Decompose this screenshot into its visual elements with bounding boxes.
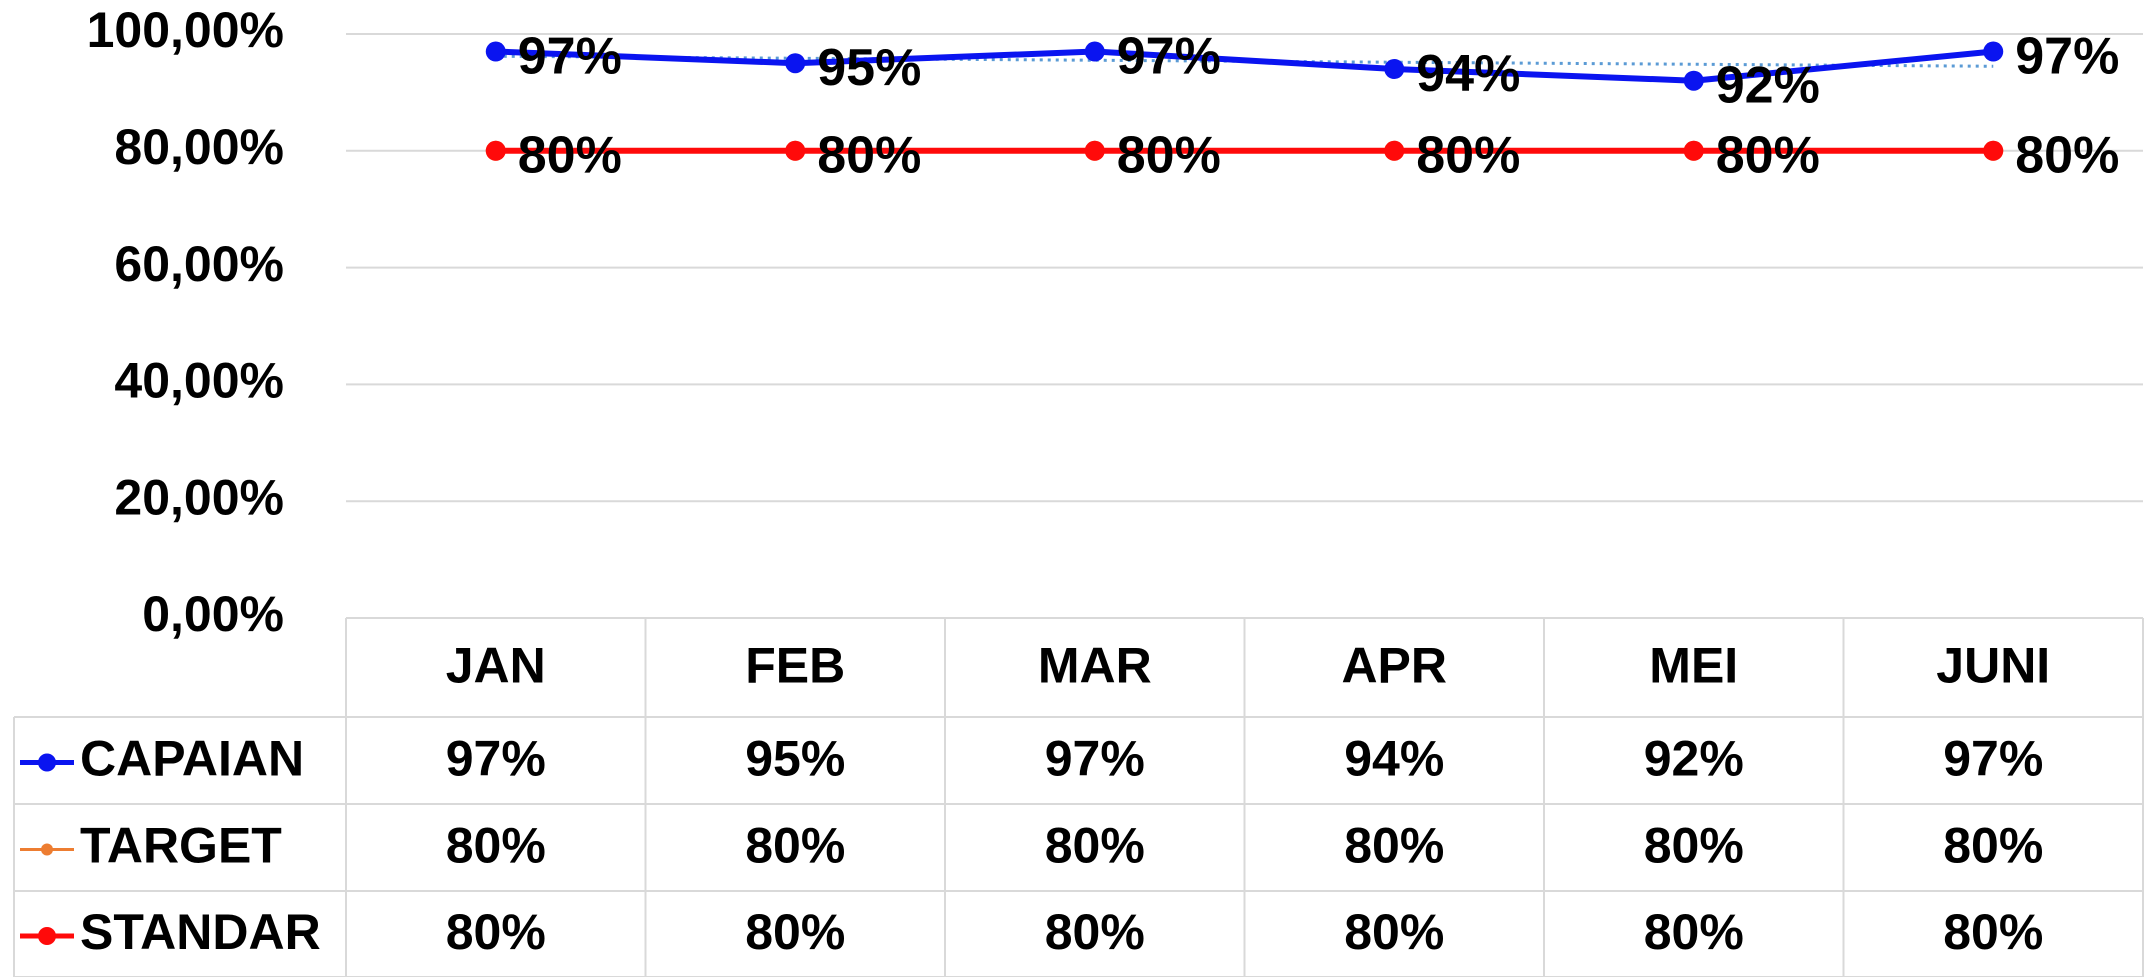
table-cell: 80%: [446, 904, 546, 960]
data-label: 92%: [1716, 56, 1820, 114]
point: [1384, 140, 1405, 161]
data-label: 94%: [1416, 45, 1520, 103]
trendline: [495, 54, 1994, 68]
y-tick-label: 80,00%: [114, 119, 284, 175]
data-label: 97%: [2015, 27, 2119, 85]
point: [485, 140, 506, 161]
y-tick-label: 20,00%: [114, 469, 284, 525]
legend-label: STANDAR: [80, 904, 321, 960]
data-label: 80%: [1716, 127, 1820, 185]
table-cell: 80%: [1045, 818, 1145, 874]
table-cell: 97%: [1045, 731, 1145, 787]
x-tick-label: MAR: [1038, 638, 1152, 694]
data-label: 80%: [2015, 127, 2119, 185]
table-cell: 97%: [446, 731, 546, 787]
legend-label: CAPAIAN: [80, 731, 304, 787]
series-line: [495, 48, 1994, 84]
point: [1983, 140, 2004, 161]
table-cell: 80%: [1644, 818, 1744, 874]
table-cell: 92%: [1644, 731, 1744, 787]
point: [1084, 41, 1105, 62]
x-tick-label: JAN: [446, 638, 546, 694]
point: [1384, 59, 1405, 80]
table-cell: 80%: [745, 818, 845, 874]
table-cell: 95%: [745, 731, 845, 787]
table-cell: 94%: [1344, 731, 1444, 787]
point: [485, 41, 506, 62]
table-cell: 80%: [446, 818, 546, 874]
legend-label: TARGET: [80, 818, 282, 874]
data-label: 80%: [1117, 127, 1221, 185]
data-label: 97%: [518, 27, 622, 85]
legend-key-marker: [38, 927, 56, 945]
x-tick-label: FEB: [745, 638, 845, 694]
table-cell: 80%: [1045, 904, 1145, 960]
table-cell: 80%: [1644, 904, 1744, 960]
point: [1084, 140, 1105, 161]
y-tick-label: 40,00%: [114, 353, 284, 409]
y-tick-label: 60,00%: [114, 236, 284, 292]
table-cell: 97%: [1943, 731, 2043, 787]
table-cell: 80%: [1344, 818, 1444, 874]
x-tick-label: APR: [1341, 638, 1447, 694]
point: [1683, 70, 1704, 91]
legend-key-marker: [41, 843, 53, 856]
point: [785, 140, 806, 161]
data-label: 95%: [817, 39, 921, 97]
table-cell: 80%: [1943, 818, 2043, 874]
data-label: 80%: [518, 127, 622, 185]
data-label: 80%: [817, 127, 921, 185]
point: [785, 53, 806, 74]
legend-key-marker: [38, 753, 56, 772]
point: [1683, 140, 1704, 161]
table-cell: 80%: [745, 904, 845, 960]
x-tick-label: JUNI: [1936, 638, 2050, 694]
data-label: 80%: [1416, 127, 1520, 185]
y-tick-label: 0,00%: [142, 586, 284, 642]
table-cell: 80%: [1943, 904, 2043, 960]
data-label: 97%: [1117, 27, 1221, 85]
table-cell: 80%: [1344, 904, 1444, 960]
y-tick-label: 100,00%: [87, 2, 284, 58]
point: [1983, 41, 2004, 62]
x-tick-label: MEI: [1649, 638, 1738, 694]
